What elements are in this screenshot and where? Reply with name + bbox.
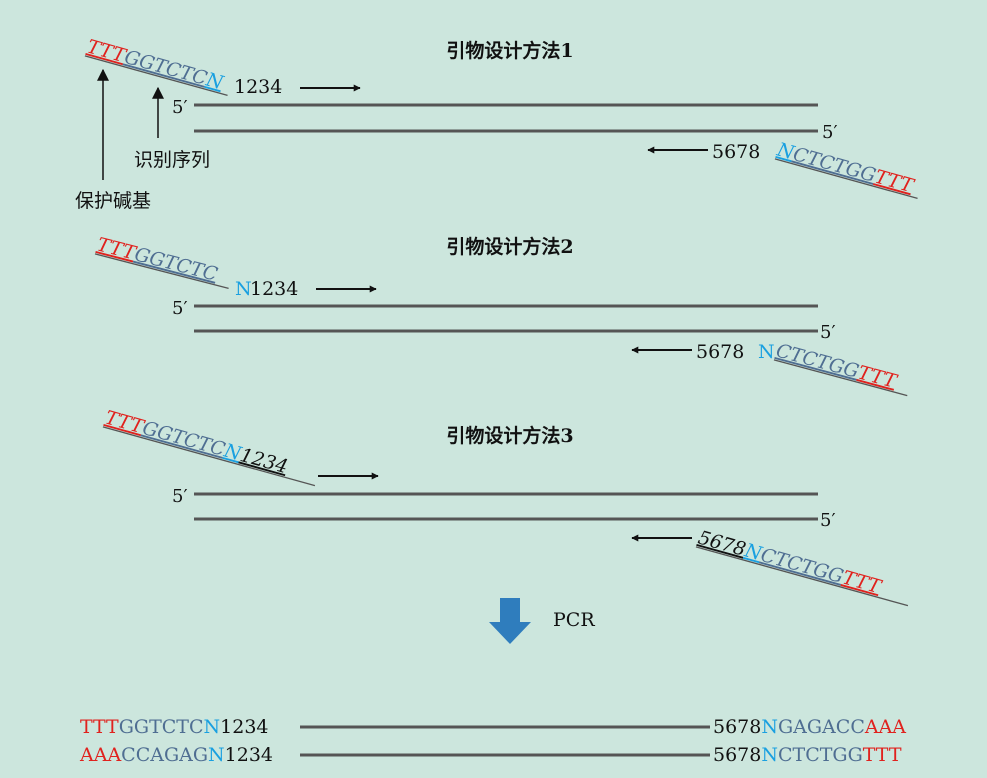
section-3-forward-primer: TTTGGTCTCN1234 <box>102 407 316 487</box>
forward-primer-underline <box>94 253 229 290</box>
reverse-primer-underline <box>695 546 909 607</box>
forward-primer-underline <box>102 426 316 487</box>
forward-primer-underline <box>84 55 228 97</box>
recognition-site: GGTCTC <box>140 417 228 461</box>
recognition-site: GGTCTC <box>122 46 210 90</box>
protect-bases: TTT <box>872 166 916 198</box>
reverse-primer-sequence: CTCTGGTTT <box>774 340 900 394</box>
gene-bases: 1234 <box>238 444 290 478</box>
reverse-primer-underline <box>773 359 908 397</box>
gene-bases: 5678 <box>713 716 761 738</box>
section-1-reverse-gene: 5678 <box>712 141 760 163</box>
section-3-prime-top: 5′ <box>172 486 188 507</box>
section-2-reverse-gene: 5678 <box>696 341 744 363</box>
section-1-title: 引物设计方法1 <box>446 39 573 62</box>
recognition-site-label: 识别序列 <box>134 149 210 171</box>
n-base: N <box>204 716 221 738</box>
recognition-site: CCAGAG <box>121 744 208 766</box>
protective-bases-label: 保护碱基 <box>75 190 151 212</box>
protect-bases: TTT <box>863 744 902 766</box>
protect-bases: TTT <box>80 716 119 738</box>
gene-bases: 5678 <box>696 527 748 561</box>
pcr-label: PCR <box>553 609 595 631</box>
gene-bases: 1234 <box>225 744 273 766</box>
section-2-prime-bottom: 5′ <box>820 322 836 343</box>
section-2-reverse-primer: CTCTGGTTT <box>773 340 908 397</box>
section-1-prime-bottom: 5′ <box>822 122 838 143</box>
recognition-site: GGTCTC <box>132 243 220 286</box>
forward-primer-sequence: TTTGGTCTC <box>95 234 221 286</box>
section-1-forward-gene: 1234 <box>234 76 282 98</box>
gene-bases: 5678 <box>713 744 761 766</box>
section-3-title: 引物设计方法3 <box>446 424 573 447</box>
reverse-primer-sequence: NCTCTGGTTT <box>774 138 917 197</box>
forward-primer-sequence: TTTGGTCTCN <box>85 36 227 95</box>
recognition-site: CTCTGG <box>758 544 846 588</box>
product-top-left-sequence: TTTGGTCTCN1234 <box>80 716 269 738</box>
recognition-site: GAGACC <box>778 716 865 738</box>
protect-bases: TTT <box>840 567 884 599</box>
section-2-forward-n: N <box>235 278 252 300</box>
section-2-forward-gene: 1234 <box>250 278 298 300</box>
section-3-prime-bottom: 5′ <box>820 510 836 531</box>
section-1-reverse-primer: NCTCTGGTTT <box>774 138 918 200</box>
gene-bases: 1234 <box>220 716 268 738</box>
protect-bases: AAA <box>864 716 906 738</box>
protect-bases: AAA <box>79 744 121 766</box>
n-base: N <box>208 744 225 766</box>
section-2-title: 引物设计方法2 <box>446 235 573 258</box>
section-1-prime-top: 5′ <box>172 97 188 118</box>
reverse-primer-underline <box>774 158 918 200</box>
n-base: N <box>761 716 778 738</box>
recognition-site: CTCTGG <box>774 340 862 383</box>
product-bottom-right-sequence: 5678NCTCTGGTTT <box>713 744 902 766</box>
recognition-site: CTCTGG <box>791 143 879 187</box>
product-bottom-left-sequence: AAACCAGAGN1234 <box>79 744 273 766</box>
reverse-primer-sequence: 5678NCTCTGGTTT <box>696 527 885 599</box>
protect-bases: TTT <box>856 362 900 394</box>
section-3-reverse-primer: 5678NCTCTGGTTT <box>695 527 909 607</box>
forward-primer-sequence: TTTGGTCTCN1234 <box>103 407 291 479</box>
section-2-reverse-n: N <box>758 341 775 363</box>
section-1-forward-primer: TTTGGTCTCN <box>84 36 228 97</box>
pcr-down-arrow-icon <box>489 598 531 644</box>
section-2-prime-top: 5′ <box>172 298 188 319</box>
product-top-right-sequence: 5678NGAGACCAAA <box>713 716 906 738</box>
recognition-site: GGTCTC <box>119 716 204 738</box>
recognition-site: CTCTGG <box>778 744 863 766</box>
n-base: N <box>761 744 778 766</box>
section-2-forward-primer: TTTGGTCTC <box>94 234 229 290</box>
